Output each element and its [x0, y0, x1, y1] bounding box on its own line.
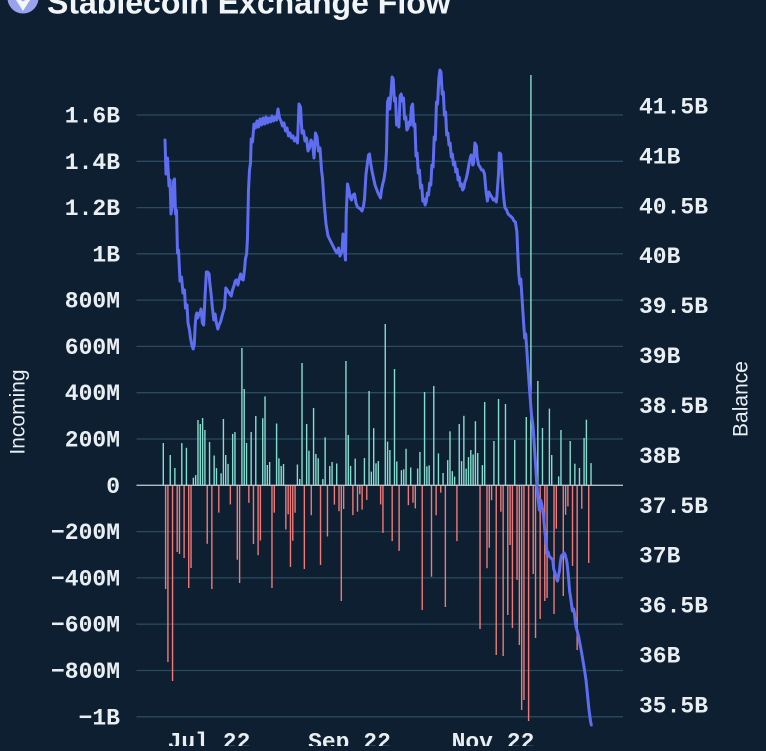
- svg-text:−600M: −600M: [51, 613, 120, 639]
- svg-text:38.5B: 38.5B: [639, 394, 708, 420]
- svg-text:41.5B: 41.5B: [639, 95, 708, 121]
- svg-text:−1B: −1B: [79, 705, 121, 731]
- svg-text:1B: 1B: [92, 242, 120, 268]
- svg-text:38B: 38B: [639, 444, 681, 470]
- svg-text:−200M: −200M: [51, 520, 120, 546]
- svg-text:1.2B: 1.2B: [65, 196, 120, 222]
- svg-text:Jul 22: Jul 22: [168, 730, 251, 747]
- svg-text:41B: 41B: [639, 144, 681, 170]
- svg-text:40.5B: 40.5B: [639, 194, 708, 220]
- svg-text:37B: 37B: [639, 544, 681, 570]
- svg-text:40B: 40B: [639, 244, 681, 270]
- svg-text:36.5B: 36.5B: [639, 594, 708, 620]
- svg-text:Balance: Balance: [730, 361, 753, 437]
- svg-text:400M: 400M: [65, 381, 120, 407]
- svg-text:−800M: −800M: [51, 659, 120, 685]
- svg-text:Sep 22: Sep 22: [308, 730, 391, 747]
- svg-text:39.5B: 39.5B: [639, 294, 708, 320]
- svg-text:800M: 800M: [65, 289, 120, 315]
- svg-text:Incoming: Incoming: [7, 369, 30, 454]
- svg-text:39B: 39B: [639, 344, 681, 370]
- svg-text:35.5B: 35.5B: [639, 694, 708, 720]
- svg-text:200M: 200M: [65, 428, 120, 454]
- svg-text:−400M: −400M: [51, 566, 120, 592]
- svg-text:36B: 36B: [639, 644, 681, 670]
- svg-text:600M: 600M: [65, 335, 120, 361]
- svg-text:Nov 22: Nov 22: [452, 730, 535, 747]
- svg-text:1.4B: 1.4B: [65, 150, 120, 176]
- svg-text:37.5B: 37.5B: [639, 494, 708, 520]
- svg-text:1.6B: 1.6B: [65, 104, 120, 130]
- svg-text:Stablecoin Exchange Flow: Stablecoin Exchange Flow: [47, 0, 451, 21]
- svg-text:0: 0: [106, 474, 120, 500]
